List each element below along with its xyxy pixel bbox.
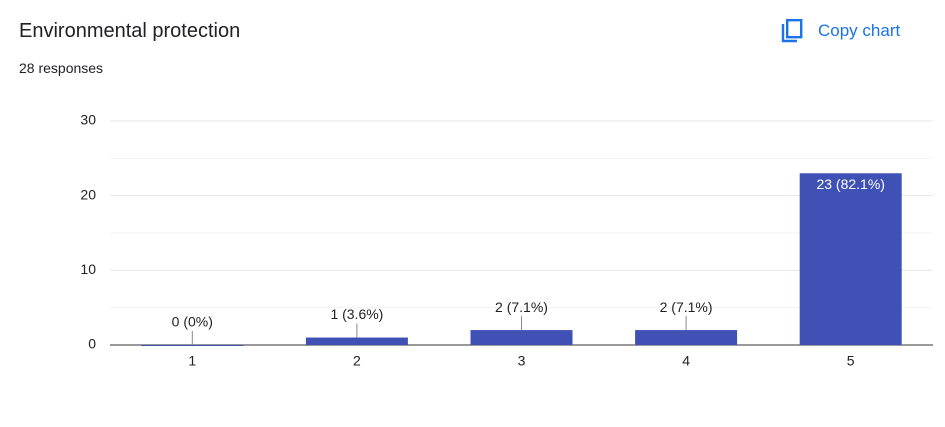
x-tick-label: 5 [847, 353, 855, 369]
x-tick-label: 1 [188, 353, 196, 369]
copy-icon [781, 19, 803, 43]
x-tick-label: 4 [682, 353, 690, 369]
y-tick-label: 0 [88, 336, 96, 352]
x-tick-label: 3 [518, 353, 526, 369]
chart-title: Environmental protection [19, 20, 241, 42]
bar [305, 337, 408, 345]
data-label: 2 (7.1%) [495, 299, 548, 315]
y-tick-label: 30 [80, 112, 96, 128]
y-tick-label: 20 [80, 186, 96, 202]
x-tick-label: 2 [353, 353, 361, 369]
bar [635, 330, 738, 345]
copy-chart-button[interactable]: Copy chart [780, 16, 900, 46]
y-tick-label: 10 [80, 261, 96, 277]
data-label: 23 (82.1%) [816, 176, 884, 192]
data-label: 0 (0%) [172, 314, 213, 330]
data-label: 2 (7.1%) [660, 299, 713, 315]
bar [141, 345, 244, 346]
copy-chart-label[interactable]: Copy chart [818, 21, 901, 40]
data-label: 1 (3.6%) [330, 306, 383, 322]
bar [470, 330, 573, 345]
response-count: 28 responses [19, 60, 104, 76]
bar [799, 173, 902, 345]
